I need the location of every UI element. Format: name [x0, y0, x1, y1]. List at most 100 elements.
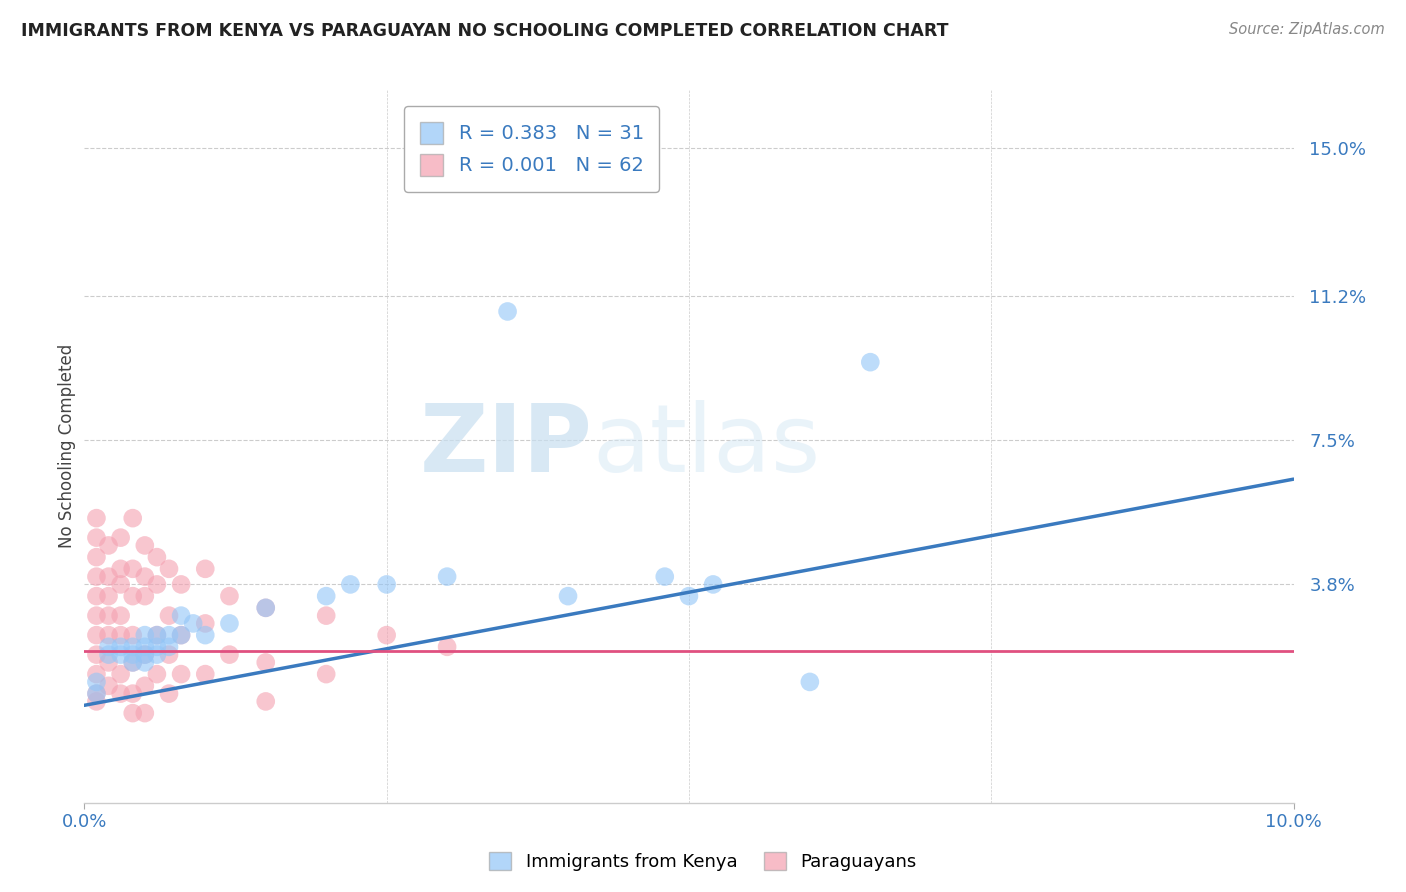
Point	[97, 538, 120, 552]
Point	[110, 628, 132, 642]
Point	[146, 550, 169, 565]
Point	[157, 562, 180, 576]
Point	[86, 687, 108, 701]
Point	[86, 569, 108, 583]
Point	[194, 616, 217, 631]
Point	[375, 628, 398, 642]
Point	[254, 600, 277, 615]
Point	[218, 616, 240, 631]
Point	[134, 589, 156, 603]
Point	[110, 640, 132, 654]
Point	[557, 589, 579, 603]
Point	[121, 656, 143, 670]
Point	[134, 706, 156, 720]
Point	[110, 577, 132, 591]
Point	[97, 656, 120, 670]
Point	[97, 608, 120, 623]
Point	[97, 569, 120, 583]
Point	[97, 628, 120, 642]
Point	[157, 640, 180, 654]
Point	[86, 511, 108, 525]
Point	[97, 589, 120, 603]
Point	[97, 640, 120, 654]
Point	[157, 687, 180, 701]
Point	[146, 577, 169, 591]
Point	[110, 531, 132, 545]
Point	[121, 687, 143, 701]
Point	[254, 694, 277, 708]
Point	[110, 608, 132, 623]
Point	[121, 648, 143, 662]
Point	[436, 640, 458, 654]
Point	[181, 616, 204, 631]
Point	[315, 608, 337, 623]
Point	[218, 648, 240, 662]
Point	[339, 577, 361, 591]
Point	[375, 577, 398, 591]
Point	[97, 679, 120, 693]
Text: IMMIGRANTS FROM KENYA VS PARAGUAYAN NO SCHOOLING COMPLETED CORRELATION CHART: IMMIGRANTS FROM KENYA VS PARAGUAYAN NO S…	[21, 22, 949, 40]
Point	[170, 628, 193, 642]
Point	[134, 679, 156, 693]
Point	[134, 656, 156, 670]
Point	[254, 600, 277, 615]
Point	[86, 628, 108, 642]
Point	[157, 628, 180, 642]
Point	[86, 687, 108, 701]
Point	[702, 577, 724, 591]
Point	[146, 628, 169, 642]
Point	[146, 648, 169, 662]
Point	[86, 674, 108, 689]
Point	[86, 608, 108, 623]
Point	[134, 648, 156, 662]
Point	[436, 569, 458, 583]
Point	[146, 640, 169, 654]
Point	[496, 304, 519, 318]
Point	[194, 628, 217, 642]
Point	[121, 628, 143, 642]
Point	[654, 569, 676, 583]
Point	[170, 577, 193, 591]
Point	[121, 640, 143, 654]
Point	[134, 648, 156, 662]
Point	[194, 667, 217, 681]
Point	[134, 569, 156, 583]
Point	[121, 656, 143, 670]
Point	[146, 667, 169, 681]
Point	[134, 640, 156, 654]
Point	[315, 589, 337, 603]
Point	[170, 667, 193, 681]
Point	[315, 667, 337, 681]
Point	[121, 706, 143, 720]
Point	[86, 667, 108, 681]
Point	[134, 538, 156, 552]
Point	[859, 355, 882, 369]
Text: atlas: atlas	[592, 400, 821, 492]
Text: ZIP: ZIP	[419, 400, 592, 492]
Point	[86, 589, 108, 603]
Text: Source: ZipAtlas.com: Source: ZipAtlas.com	[1229, 22, 1385, 37]
Point	[110, 648, 132, 662]
Point	[170, 628, 193, 642]
Point	[146, 628, 169, 642]
Point	[86, 694, 108, 708]
Point	[97, 648, 120, 662]
Point	[799, 674, 821, 689]
Point	[86, 531, 108, 545]
Point	[254, 656, 277, 670]
Point	[121, 589, 143, 603]
Point	[157, 608, 180, 623]
Point	[110, 667, 132, 681]
Point	[121, 511, 143, 525]
Point	[678, 589, 700, 603]
Point	[110, 562, 132, 576]
Y-axis label: No Schooling Completed: No Schooling Completed	[58, 344, 76, 548]
Point	[134, 628, 156, 642]
Point	[218, 589, 240, 603]
Legend: R = 0.383   N = 31, R = 0.001   N = 62: R = 0.383 N = 31, R = 0.001 N = 62	[404, 106, 659, 192]
Point	[157, 648, 180, 662]
Point	[86, 550, 108, 565]
Point	[86, 648, 108, 662]
Point	[110, 687, 132, 701]
Point	[170, 608, 193, 623]
